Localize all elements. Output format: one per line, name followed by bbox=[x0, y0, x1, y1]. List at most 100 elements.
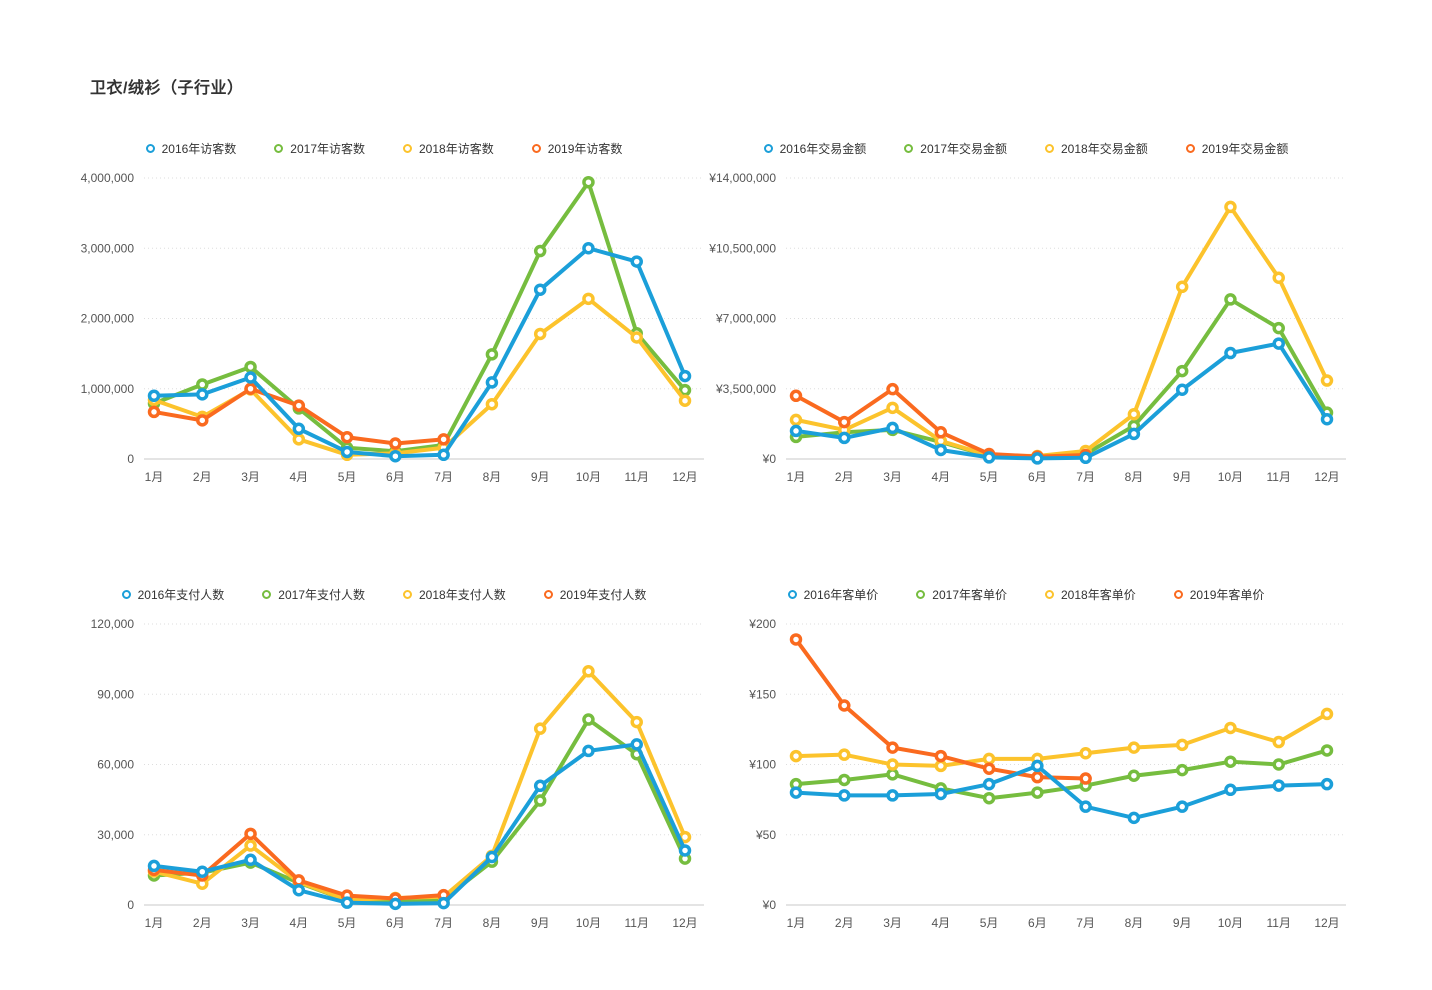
legend-label: 2017年交易金额 bbox=[920, 141, 1007, 156]
y-axis-tick-label: ¥100 bbox=[748, 758, 776, 772]
data-point-marker bbox=[1031, 759, 1044, 773]
data-point-marker bbox=[1272, 779, 1285, 792]
data-point-marker bbox=[533, 794, 547, 807]
data-point-marker bbox=[886, 382, 899, 396]
legend-label: 2018年交易金额 bbox=[1061, 141, 1148, 156]
series-line bbox=[152, 246, 687, 459]
data-point-marker bbox=[196, 388, 209, 401]
legend-item[interactable]: 2016年访客数 bbox=[145, 140, 236, 157]
legend-label: 2019年交易金额 bbox=[1201, 141, 1289, 156]
data-point-marker bbox=[678, 394, 692, 407]
data-point-marker bbox=[1031, 770, 1044, 784]
legend-item[interactable]: 2017年交易金额 bbox=[904, 140, 1007, 157]
data-point-marker bbox=[789, 413, 803, 427]
y-axis-tick-label: 30,000 bbox=[97, 828, 134, 842]
data-point-marker bbox=[147, 405, 161, 419]
legend-price-per-customer: 2016年客单价 2017年客单价 2018年客单价 2019年客单价 bbox=[706, 584, 1346, 604]
legend-item[interactable]: 2016年支付人数 bbox=[121, 586, 225, 603]
y-axis-tick-label: 90,000 bbox=[97, 687, 134, 701]
x-axis-tick-label: 5月 bbox=[980, 470, 999, 484]
legend-item[interactable]: 2018年访客数 bbox=[403, 140, 494, 157]
x-axis-tick-label: 3月 bbox=[241, 916, 260, 930]
x-axis-tick-label: 6月 bbox=[1028, 470, 1047, 484]
data-point-marker bbox=[340, 896, 354, 909]
x-axis-tick-label: 9月 bbox=[1173, 470, 1192, 484]
legend-item[interactable]: 2019年访客数 bbox=[531, 140, 622, 157]
data-point-marker bbox=[1272, 735, 1285, 749]
legend-label: 2017年支付人数 bbox=[278, 587, 365, 602]
data-point-marker bbox=[1079, 800, 1092, 813]
legend-label: 2018年客单价 bbox=[1061, 587, 1136, 602]
legend-label: 2016年支付人数 bbox=[137, 587, 225, 602]
transaction-amount-line-plot: ¥0 ¥3,500,000 ¥7,000,000 ¥10,500,000 ¥14,000… bbox=[708, 172, 1346, 484]
legend-marker-icon bbox=[1185, 143, 1195, 153]
data-point-marker bbox=[934, 426, 948, 439]
legend-item[interactable]: 2018年交易金额 bbox=[1045, 140, 1148, 157]
data-point-marker bbox=[389, 437, 402, 450]
data-point-marker bbox=[678, 369, 692, 383]
legend-item[interactable]: 2016年客单价 bbox=[787, 586, 879, 603]
data-point-marker bbox=[789, 786, 803, 799]
data-point-marker bbox=[292, 422, 306, 436]
data-point-marker bbox=[1320, 413, 1334, 426]
data-point-marker bbox=[196, 865, 209, 878]
legend-item[interactable]: 2019年交易金额 bbox=[1185, 140, 1289, 157]
data-point-marker bbox=[437, 448, 450, 462]
data-point-marker bbox=[582, 175, 595, 189]
series-group bbox=[147, 713, 692, 908]
data-point-marker bbox=[1224, 346, 1237, 360]
legend-item[interactable]: 2019年支付人数 bbox=[543, 586, 646, 603]
legend-visitors: 2016年访客数 2017年访客数 2018年访客数 2019年访客数 bbox=[64, 138, 704, 158]
x-axis-tick-label: 8月 bbox=[483, 916, 502, 930]
data-point-marker bbox=[485, 850, 499, 864]
series-line bbox=[794, 711, 1329, 768]
x-axis-tick-label: 8月 bbox=[1125, 470, 1144, 484]
x-axis-tick-label: 9月 bbox=[531, 916, 550, 930]
data-point-marker bbox=[1272, 321, 1285, 335]
data-point-marker bbox=[582, 744, 595, 758]
x-axis-tick-label: 11月 bbox=[1266, 916, 1290, 930]
legend-marker-icon bbox=[763, 143, 773, 153]
legend-item[interactable]: 2017年访客数 bbox=[274, 140, 365, 157]
data-point-marker bbox=[1175, 738, 1189, 752]
data-point-marker bbox=[1175, 763, 1189, 777]
data-point-marker bbox=[244, 827, 257, 841]
legend-item[interactable]: 2019年客单价 bbox=[1173, 586, 1265, 603]
legend-label: 2016年交易金额 bbox=[779, 141, 867, 156]
data-point-marker bbox=[1272, 758, 1285, 771]
legend-item[interactable]: 2018年支付人数 bbox=[403, 586, 506, 603]
data-point-marker bbox=[630, 738, 643, 751]
legend-item[interactable]: 2018年客单价 bbox=[1045, 586, 1136, 603]
x-axis-tick-label: 5月 bbox=[338, 916, 357, 930]
data-point-marker bbox=[982, 451, 996, 464]
data-point-marker bbox=[886, 421, 899, 435]
x-axis-tick-label: 5月 bbox=[980, 916, 999, 930]
legend-item[interactable]: 2017年客单价 bbox=[916, 586, 1007, 603]
series-line bbox=[794, 204, 1329, 458]
legend-item[interactable]: 2017年支付人数 bbox=[262, 586, 365, 603]
x-axis-tick-label: 7月 bbox=[1076, 916, 1095, 930]
data-point-marker bbox=[1127, 769, 1141, 782]
data-point-marker bbox=[1175, 800, 1189, 813]
y-axis-tick-label: 2,000,000 bbox=[81, 312, 135, 326]
legend-label: 2016年客单价 bbox=[803, 587, 879, 602]
data-point-marker bbox=[533, 327, 547, 341]
data-point-marker bbox=[244, 382, 257, 395]
chart-visitors: 2016年访客数 2017年访客数 2018年访客数 2019年访客数 0 1,000,… bbox=[64, 138, 704, 488]
data-point-marker bbox=[630, 255, 643, 268]
legend-label: 2018年支付人数 bbox=[419, 587, 506, 602]
data-point-marker bbox=[244, 371, 257, 384]
series-group bbox=[147, 382, 450, 450]
series-line bbox=[152, 742, 687, 906]
data-point-marker bbox=[982, 791, 996, 805]
legend-marker-icon bbox=[403, 589, 412, 599]
y-axis-tick-label: ¥50 bbox=[755, 828, 776, 842]
legend-marker-icon bbox=[531, 143, 541, 153]
series-group bbox=[147, 292, 692, 462]
dashboard: 卫衣/绒衫（子行业） 2016年访客数 2017年访客数 2018年访客数 2019年… bbox=[64, 80, 1346, 930]
x-axis-tick-label: 9月 bbox=[1173, 916, 1192, 930]
data-point-marker bbox=[1224, 200, 1237, 214]
x-axis-tick-label: 7月 bbox=[434, 470, 453, 484]
legend-label: 2019年客单价 bbox=[1189, 587, 1265, 602]
legend-item[interactable]: 2016年交易金额 bbox=[763, 140, 867, 157]
